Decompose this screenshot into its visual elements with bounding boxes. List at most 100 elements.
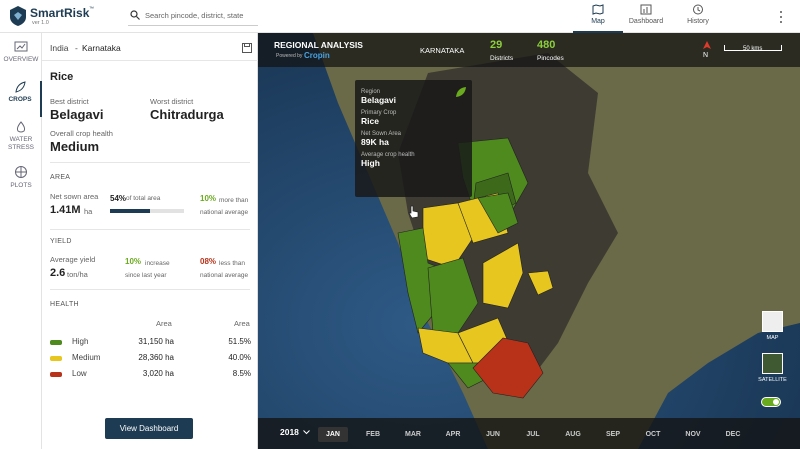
yield-compare: 08% — [200, 257, 217, 266]
side-crops[interactable]: CROPS — [0, 81, 42, 117]
layer-toggle[interactable] — [761, 397, 781, 407]
region-tooltip: Region Belagavi Primary Crop Rice Net Sown A… — [355, 80, 472, 197]
year-caret — [303, 430, 310, 435]
breadcrumb-state: Karnataka — [82, 43, 121, 53]
state-name: KARNATAKA — [420, 46, 465, 55]
yield-unit: ton/ha — [67, 270, 88, 279]
brand: SmartRisk — [30, 6, 90, 20]
north-arrow — [703, 41, 711, 49]
top-bar: SmartRisk ™ ver 1.0 Search pincode, dist… — [0, 0, 800, 33]
yield-change-text: increase since last year — [125, 260, 170, 279]
side-overview[interactable]: OVERVIEW — [0, 41, 42, 64]
logo-icon — [10, 6, 26, 26]
month[interactable]: FEB — [366, 431, 380, 438]
area-share: 54% — [110, 194, 127, 203]
health-level: Medium — [72, 353, 101, 362]
month[interactable]: JUL — [526, 431, 540, 438]
district-medium — [482, 242, 524, 309]
stat-label: Districts — [490, 55, 514, 62]
overview-icon — [14, 41, 28, 52]
breadcrumb-country[interactable]: India — [50, 43, 69, 53]
month[interactable]: JAN — [318, 427, 348, 442]
tooltip-value: Rice — [361, 116, 379, 126]
district-high — [427, 257, 479, 334]
side-label: OVERVIEW — [3, 56, 39, 63]
divider — [42, 60, 258, 61]
crops-icon — [15, 81, 26, 93]
crop-name: Rice — [50, 71, 74, 83]
yield-change: 10% — [125, 257, 142, 266]
area-share-text: of total area — [126, 195, 161, 202]
tooltip-value: High — [361, 158, 380, 168]
yield-compare-text: less than national average — [200, 260, 249, 279]
satellite-layer-button[interactable] — [762, 353, 783, 374]
sidebar: OVERVIEW CROPS WATER STRESS PLOTS — [0, 33, 42, 449]
tooltip-row: Region Belagavi — [361, 89, 466, 105]
worst-district: Chitradurga — [150, 107, 224, 122]
health-share: 51.5% — [228, 337, 251, 346]
plots-icon — [15, 166, 27, 178]
stat-value: 480 — [537, 39, 556, 51]
month[interactable]: NOV — [685, 431, 701, 438]
tooltip-label: Net Sown Area — [361, 131, 402, 137]
health-level: Low — [72, 369, 87, 378]
share-bar — [110, 209, 150, 213]
health-level: High — [72, 337, 89, 346]
divider — [50, 162, 250, 163]
dashboard-icon — [640, 4, 652, 15]
month[interactable]: DEC — [725, 431, 741, 438]
month[interactable]: JUN — [485, 431, 500, 438]
yield-value: 2.6 — [50, 267, 66, 279]
area-compare-text: more than national average — [200, 197, 249, 216]
nav-history[interactable]: History — [673, 4, 723, 25]
toggle-knob — [773, 399, 779, 405]
tooltip-value: Belagavi — [361, 95, 396, 105]
breadcrumb-sep: - — [75, 43, 78, 53]
side-water[interactable]: WATER STRESS — [0, 121, 42, 152]
district-medium — [527, 270, 554, 296]
best-district: Belagavi — [50, 107, 104, 122]
area-title: AREA — [50, 174, 71, 181]
nav-map[interactable]: Map — [573, 4, 623, 33]
legend-swatch — [50, 340, 62, 345]
health-label: Overall crop health — [50, 129, 113, 138]
layer-label: MAP — [766, 335, 779, 341]
powered-by: Powered by — [276, 53, 303, 59]
legend-swatch — [50, 372, 62, 377]
search-box[interactable]: Search pincode, district, state — [128, 6, 258, 26]
yield-label: Average yield — [50, 255, 96, 264]
year-select[interactable]: 2018 — [280, 427, 299, 437]
month[interactable]: SEP — [605, 431, 620, 438]
tooltip-rows: Region Belagavi Primary Crop Rice Net Sown A… — [361, 89, 466, 168]
health-share: 8.5% — [232, 369, 251, 378]
district-low — [472, 337, 544, 399]
map-icon — [592, 4, 604, 15]
divider — [50, 229, 250, 230]
tooltip-row: Primary Crop Rice — [361, 110, 466, 126]
tooltip-label: Primary Crop — [361, 110, 397, 116]
north-label: N — [703, 52, 709, 59]
save-icon[interactable] — [242, 43, 252, 53]
area-compare: 10% — [200, 194, 217, 203]
map-view: REGIONAL ANALYSIS Powered by Cropin KARN… — [258, 33, 800, 449]
more-menu[interactable] — [778, 10, 784, 24]
partner: Cropin — [304, 51, 330, 60]
month[interactable]: OCT — [645, 431, 661, 438]
leaf-icon — [456, 87, 466, 97]
month[interactable]: AUG — [565, 431, 581, 438]
area-label: Net sown area — [50, 192, 99, 201]
view-dashboard-button[interactable]: View Dashboard — [105, 418, 193, 439]
scale-bar — [724, 45, 782, 51]
month[interactable]: APR — [445, 431, 461, 438]
map-canvas — [258, 33, 800, 449]
yield-title: YIELD — [50, 238, 72, 245]
month[interactable]: MAR — [405, 431, 421, 438]
side-plots[interactable]: PLOTS — [0, 165, 42, 190]
nav-dashboard[interactable]: Dashboard — [621, 4, 671, 25]
map-layer-button[interactable] — [762, 311, 783, 332]
tooltip-row: Average crop health High — [361, 152, 466, 168]
timeline: 2018 JAN FEB MAR APR JUN JUL AUG SEP OCT NOV DEC — [258, 418, 800, 449]
map-title: REGIONAL ANALYSIS — [274, 40, 363, 50]
map-header: REGIONAL ANALYSIS Powered by Cropin KARN… — [258, 33, 800, 67]
